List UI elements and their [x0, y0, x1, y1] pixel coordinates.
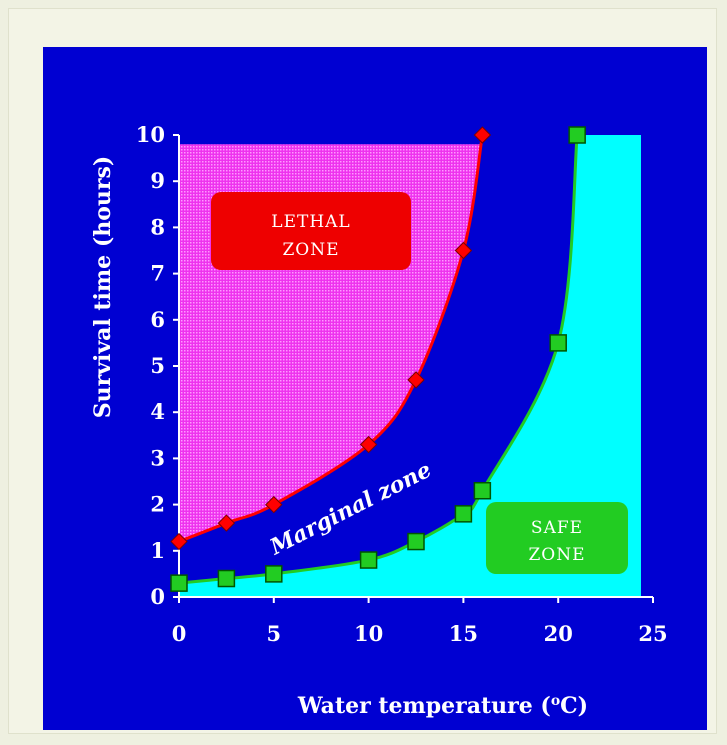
survival-chart: 0 1 2 3 4 5 6 7 8 9 10 0 5 10 15 20 25 LETHAL ZONE SAFE… — [90, 122, 668, 719]
x-axis-title: Water temperature (oC) — [297, 693, 588, 719]
safe-zone-label-box — [486, 502, 628, 574]
lethal-data-point — [265, 495, 283, 514]
y-tick-label: 3 — [150, 445, 165, 470]
figure-frame: 0 1 2 3 4 5 6 7 8 9 10 0 5 10 15 20 25 LETHAL ZONE SAFE… — [8, 8, 717, 734]
x-tick-labels: 0 5 10 15 20 25 — [172, 597, 668, 646]
safe-data-point — [549, 334, 567, 352]
lethal-data-point — [359, 435, 378, 454]
y-tick-label: 10 — [136, 122, 165, 147]
lethal-zone-label-box — [211, 192, 411, 270]
x-tick-label: 0 — [172, 621, 187, 646]
y-tick-label: 1 — [150, 538, 165, 563]
x-axis-title-suffix: C) — [560, 693, 588, 719]
safe-data-point — [568, 126, 586, 144]
lethal-zone-label-line2: ZONE — [282, 240, 339, 260]
y-tick-label: 0 — [150, 584, 165, 609]
x-axis-title-superscript: o — [551, 693, 560, 709]
y-tick-label: 2 — [150, 492, 165, 517]
y-tick-label: 7 — [150, 261, 165, 286]
lethal-data-point — [473, 126, 492, 144]
safe-zone-label-line1: SAFE — [531, 518, 583, 538]
y-tick-label: 5 — [150, 353, 165, 378]
safe-data-point — [265, 565, 283, 583]
lethal-data-point — [170, 532, 188, 551]
x-tick-label: 25 — [638, 621, 667, 646]
lethal-zone-label-line1: LETHAL — [271, 212, 350, 232]
safe-zone-area — [179, 135, 641, 597]
lethal-data-point — [217, 514, 236, 532]
x-tick-label: 5 — [266, 621, 281, 646]
safe-zone-area-layer — [179, 135, 641, 597]
x-tick-label: 20 — [544, 621, 573, 646]
safe-zone-label-line2: ZONE — [528, 545, 585, 565]
y-tick-label: 4 — [150, 399, 165, 424]
y-tick-label: 8 — [150, 214, 165, 239]
lethal-data-point — [407, 371, 425, 389]
safe-data-point — [454, 505, 473, 523]
safe-data-point — [170, 574, 188, 592]
safe-data-point — [217, 569, 236, 588]
lethal-data-point — [454, 241, 473, 260]
safe-data-point — [359, 551, 378, 569]
y-tick-label: 6 — [150, 307, 165, 332]
safe-data-point — [407, 532, 425, 551]
chart-panel: 0 1 2 3 4 5 6 7 8 9 10 0 5 10 15 20 25 LETHAL ZONE SAFE… — [43, 47, 707, 730]
x-tick-label: 15 — [449, 621, 478, 646]
x-tick-label: 10 — [354, 621, 383, 646]
y-tick-label: 9 — [150, 168, 165, 193]
series-layer — [170, 126, 586, 592]
safe-data-point — [473, 481, 492, 500]
y-tick-labels: 0 1 2 3 4 5 6 7 8 9 10 — [136, 122, 179, 609]
x-axis-title-main: Water temperature ( — [297, 693, 551, 719]
y-axis-title: Survival time (hours) — [90, 156, 116, 419]
